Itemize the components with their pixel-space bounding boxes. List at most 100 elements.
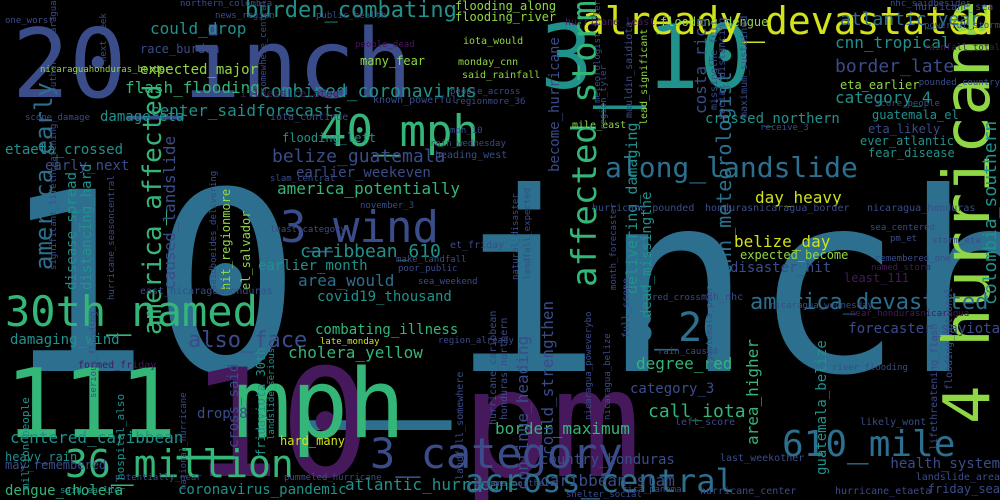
word-slam-central: slam_central bbox=[270, 173, 336, 184]
word-30th-named: 30th_named bbox=[5, 287, 258, 337]
word-could-drop: could_drop bbox=[150, 19, 247, 39]
word-continue-heading: continue_heading bbox=[513, 335, 532, 490]
word-iota-would: iota_would bbox=[463, 35, 524, 47]
word-et-friday: et_friday bbox=[450, 239, 505, 251]
word-may-remembered: may_remembered bbox=[5, 457, 107, 472]
word-race-burden: race_burden bbox=[140, 41, 220, 56]
word-cholera-yellow: cholera_yellow bbox=[288, 343, 423, 363]
word-near-hondurasnicaragua: near_hondurasnicaragua bbox=[850, 308, 970, 319]
word-40-mph: 40_mph bbox=[320, 105, 479, 157]
word-fear-disease: fear_disease bbox=[868, 145, 955, 160]
word-america-devastated: america_devastated bbox=[750, 289, 989, 315]
word-saidboeides-delivering: saidboeides_delivering bbox=[209, 170, 219, 290]
word-named-storm: named_storm bbox=[871, 262, 931, 273]
word-hondurasnicaragua-border: hondurasnicaragua_border bbox=[705, 202, 850, 214]
word-hard-many: hard_many bbox=[280, 433, 346, 448]
word-border-maximum: border_maximum bbox=[495, 419, 630, 439]
word-northern-colombia: northern_colombia bbox=[180, 0, 273, 9]
word-cnn-tropical: cnn_tropical bbox=[835, 33, 951, 53]
word-pm-et: pm_et bbox=[890, 233, 918, 244]
word-guatemala-el: guatemala_el bbox=[872, 107, 959, 122]
word-caribbean-610: caribbean_610 bbox=[300, 241, 441, 263]
word-next-week: next_week bbox=[99, 13, 109, 62]
word-month-forecaster: month_forecaster bbox=[609, 203, 619, 290]
word-potentially-near: potentially_near bbox=[115, 472, 202, 483]
word-regionmore-36: regionmore_36 bbox=[455, 96, 526, 107]
word-nicaragua-honduras: nicaragua_honduras bbox=[867, 202, 976, 214]
word-el-salvador: el_salvador bbox=[239, 210, 253, 290]
word-category-3: category_3 bbox=[630, 381, 715, 398]
word-across-central: across_central bbox=[465, 461, 735, 500]
word-powerful-storm: powerful_storm bbox=[924, 20, 1000, 31]
word-36-million: 36_million bbox=[65, 442, 294, 487]
word-panama-northern: panama_northern bbox=[474, 478, 556, 489]
word-southern-nicaragua: southern_nicaragua bbox=[49, 0, 59, 98]
word-pounded-country: pounded_country bbox=[918, 77, 1000, 88]
word-10-inch: 10_inch bbox=[0, 139, 1000, 430]
word-distancing-hard: distancing_hard bbox=[79, 163, 95, 290]
word-social-distancing: social_distancing bbox=[717, 17, 728, 120]
word-america-potentially: america_potentially bbox=[277, 179, 461, 199]
word-20-inch: 20_inch bbox=[12, 9, 413, 120]
word-many-fear: many_fear bbox=[360, 53, 426, 68]
word-centered-caribbean: centered_caribbean bbox=[10, 428, 184, 448]
word-heading-west: heading_west bbox=[435, 149, 508, 161]
word-expected-major: expected_major bbox=[140, 62, 259, 79]
word-said-earlier: said_earlier bbox=[60, 485, 126, 496]
word-also-face: also_face bbox=[188, 327, 308, 353]
word-mauldin-saidiota: mauldin_saidiota bbox=[624, 21, 635, 118]
word-hurricane-caribbean: hurricane_caribbean bbox=[488, 310, 499, 425]
word-forecaster-sayiota: forecaster_sayiota bbox=[848, 321, 1000, 338]
word-one-worst: one_worst bbox=[5, 15, 54, 26]
word-covid19-thousand: covid19_thousand bbox=[317, 289, 452, 306]
word-hurricane-least: hurricane_least bbox=[565, 16, 656, 28]
word-heavy-rain: heavy_rain bbox=[5, 449, 78, 464]
word-landfall-expected: landfall_expected bbox=[523, 187, 533, 280]
word-sea-centered: sea_centered bbox=[870, 222, 936, 233]
word-along-landslide: along_landslide bbox=[605, 151, 858, 185]
word-last-weekother: last_weekother bbox=[720, 452, 805, 464]
word-flooding-dengue: flooding_dengue bbox=[660, 14, 769, 29]
word-damage-eta: damage_eta bbox=[100, 109, 185, 126]
word-late-monday: late_monday bbox=[320, 336, 380, 347]
word-center-saidforecasts: center_saidforecasts bbox=[150, 101, 343, 121]
word-call-iota: call_iota bbox=[648, 401, 746, 423]
word-people-dead: people_dead bbox=[355, 39, 415, 50]
word-maximum-sustained: maximum_sustained bbox=[739, 15, 750, 118]
word-scope-damage: scope_damage bbox=[25, 112, 91, 123]
word-remembered-one: remembered_one bbox=[875, 253, 951, 264]
word-million-people: million_people bbox=[19, 397, 32, 490]
word-rain-caused: rain_caused bbox=[658, 346, 718, 357]
word-expected-become: expected_become bbox=[740, 247, 849, 262]
word-landslide-serious: landslide_serious bbox=[267, 347, 277, 440]
word-3-wind: 3_wind bbox=[280, 201, 439, 253]
word-crossed-northern: crossed_northern bbox=[705, 111, 840, 128]
word-flooding-river: flooding_river bbox=[455, 9, 557, 24]
word-nicaraguahonduras-border: nicaraguahonduras_border bbox=[40, 64, 171, 75]
word-nhc-saidbesides: nhc_saidbesides bbox=[890, 0, 972, 9]
word-score-people: score_people bbox=[875, 98, 941, 109]
word-hospital-also: hospital_also bbox=[114, 393, 127, 480]
word-known-powerful: known_powerful bbox=[373, 94, 458, 106]
word-lifethreatening-flash: lifethreatening_flash bbox=[929, 323, 940, 450]
word-east-nicaraguahonduras: east_nicaraguahonduras bbox=[140, 285, 273, 297]
word-hurricane-center: hurricane_center bbox=[700, 485, 797, 497]
word-burden-combating: burden_combating bbox=[245, 0, 457, 23]
word-somewhere-central: somewhere_central bbox=[259, 0, 269, 93]
word-make-landfall: make_landfall bbox=[396, 254, 467, 265]
word-honduras-northern: honduras_northern bbox=[499, 317, 510, 420]
word-drop-8: drop_8 bbox=[197, 406, 248, 423]
word-hurricane-pounded: hurricane_pounded bbox=[592, 202, 695, 214]
word-formed-friday: formed_friday bbox=[78, 359, 157, 371]
word-storm-eta: storm_eta bbox=[932, 235, 981, 246]
word-hurricane-seasoncentral: hurricane_seasoncentral bbox=[107, 175, 117, 300]
word-significant-lifethreatening: significant_lifethreatening bbox=[49, 123, 59, 270]
word-red-cross: red_cross bbox=[652, 292, 701, 303]
word-combined-coronavirus: combined_coronavirus bbox=[260, 81, 477, 103]
word-fridayiota-30th: fridayiota_30th bbox=[254, 347, 268, 456]
word-said-rainfall: said_rainfall bbox=[462, 69, 541, 81]
word-area-would: area_would bbox=[298, 271, 395, 291]
word-least-111: least_111 bbox=[844, 270, 910, 285]
word-3-10: 3_10 bbox=[540, 6, 752, 110]
